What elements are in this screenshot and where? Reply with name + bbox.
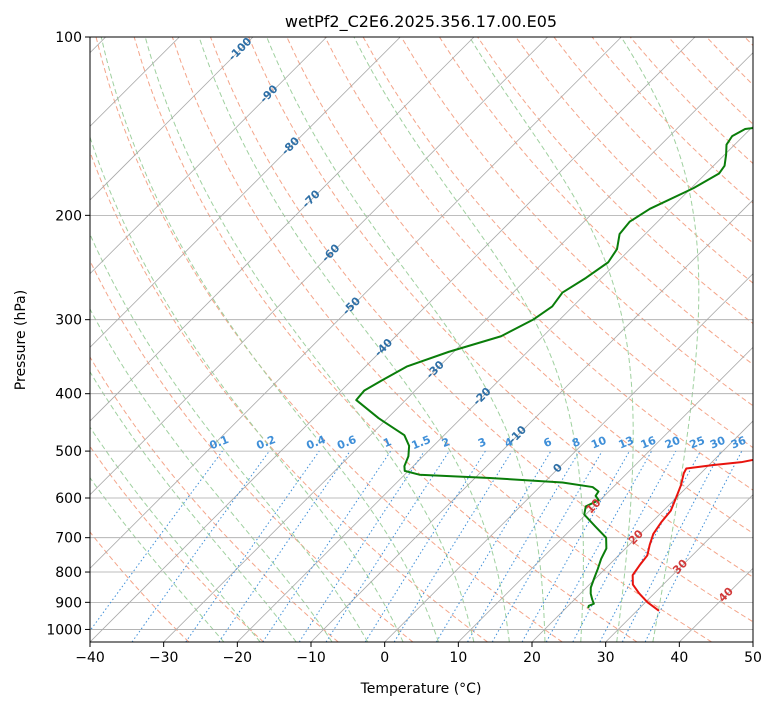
mixing-ratio-label: 2 (440, 435, 452, 450)
moist-adiabat-line (144, 37, 475, 642)
isotherm-line (90, 37, 622, 569)
x-tick-label: −10 (296, 650, 326, 666)
dry-adiabat-line (248, 37, 753, 578)
dry-adiabat-line (400, 37, 753, 407)
isotherm-line (163, 52, 753, 642)
dry-adiabat-line (133, 37, 638, 642)
mixing-ratio-line (521, 450, 630, 642)
moist-adiabat-line (90, 135, 404, 642)
y-tick-label: 400 (55, 387, 82, 403)
y-tick-label: 200 (55, 208, 82, 224)
dry-adiabat-line (210, 37, 753, 623)
mixing-ratio-line (393, 450, 513, 642)
dry-adiabats (90, 37, 753, 642)
moist-adiabats (90, 37, 700, 642)
isotherm-line (90, 37, 475, 422)
mixing-ratio-label: 36 (729, 434, 748, 452)
isotherm-line (384, 273, 753, 642)
mixing-ratio-line (262, 450, 392, 642)
chart-title: wetPf2_C2E6.2025.356.17.00.E05 (285, 12, 557, 32)
dewpoint-profile (355, 126, 753, 609)
moist-adiabat-line (90, 308, 333, 642)
x-tick-label: 10 (449, 650, 467, 666)
mixing-ratio-line (325, 450, 450, 642)
y-tick-label: 300 (55, 313, 82, 329)
moist-adiabat-line (620, 37, 700, 642)
moist-adiabat-line (266, 37, 546, 642)
mixing-ratio-line (572, 450, 677, 642)
mixing-ratio-label: 13 (617, 434, 636, 452)
x-tick-label: 30 (597, 650, 615, 666)
y-axis-ticks: 1000 900 800 700 600 500 400 300 200 100 (46, 30, 90, 638)
mixing-ratio-line (298, 450, 425, 642)
y-tick-label: 900 (55, 595, 82, 611)
mixing-ratio-label: 16 (639, 434, 658, 452)
dry-adiabat-line (439, 37, 753, 366)
x-tick-label: 40 (670, 650, 688, 666)
y-tick-label: 1000 (46, 622, 82, 638)
dry-adiabat-line (171, 37, 712, 642)
plot-frame (89, 36, 754, 643)
isotherm-line (90, 37, 696, 642)
dry-adiabat-line (90, 150, 488, 642)
temperature-profile (631, 458, 753, 612)
isotherm-line (90, 37, 401, 348)
dry-adiabat-line (90, 445, 264, 642)
moist-adiabat-line (353, 37, 584, 642)
isotherm-line (90, 37, 327, 275)
dry-adiabat-line (324, 37, 753, 491)
mixing-ratio-lines (90, 450, 743, 642)
dry-adiabat-line (95, 37, 563, 642)
mixing-ratio-label: 25 (688, 434, 707, 452)
y-tick-label: 500 (55, 444, 82, 460)
mixing-ratio-line (90, 450, 223, 632)
isotherm-line (90, 37, 548, 496)
x-tick-label: 50 (744, 650, 762, 666)
isotherm-line (310, 199, 753, 642)
mixing-ratio-label: 30 (708, 434, 727, 452)
isotherm-line (605, 494, 753, 642)
x-tick-label: −20 (223, 650, 253, 666)
x-tick-label: 0 (380, 650, 389, 666)
mixing-ratio-line (185, 450, 320, 642)
moist-adiabat-line (90, 476, 225, 642)
moist-adiabat-line (90, 233, 369, 642)
x-axis-label: Temperature (°C) (360, 681, 482, 697)
x-tick-label: −40 (75, 650, 105, 666)
isotherm-line (90, 37, 254, 201)
skewed-isotherms (90, 37, 753, 642)
mixing-ratio-line (218, 450, 351, 642)
dry-adiabat-line (90, 531, 190, 642)
dry-adiabat-line (90, 356, 339, 642)
y-tick-label: 100 (55, 30, 82, 46)
mixing-ratio-label: 8 (570, 435, 582, 450)
y-tick-label: 800 (55, 565, 82, 581)
dry-adiabat-line (515, 37, 753, 284)
plot-area: -100-90-80-70-60-50-40-30-20-10010203040… (90, 37, 753, 642)
x-axis-ticks: −40 −30 −20 −10 0 10 20 30 40 50 (75, 642, 762, 666)
moist-adiabat-line (100, 37, 439, 642)
y-axis-label: Pressure (hPa) (13, 290, 29, 390)
isotherm-line (458, 346, 753, 642)
moist-adiabat-line (198, 37, 510, 642)
mixing-ratio-label: 1 (381, 435, 393, 450)
moist-adiabat-line (90, 426, 261, 642)
isotherm-line (237, 125, 753, 642)
mixing-ratio-line (545, 450, 653, 642)
sounding-profiles (355, 126, 753, 612)
x-tick-label: −30 (149, 650, 179, 666)
x-tick-label: 20 (523, 650, 541, 666)
mixing-ratio-line (131, 450, 270, 642)
mixing-ratio-label: 3 (476, 435, 488, 450)
mixing-ratio-label: 20 (663, 434, 682, 452)
y-tick-label: 700 (55, 531, 82, 547)
y-tick-label: 600 (55, 491, 82, 507)
mixing-ratio-label: 10 (589, 434, 608, 452)
isotherm-line (531, 420, 753, 642)
mixing-ratio-line (644, 450, 743, 642)
